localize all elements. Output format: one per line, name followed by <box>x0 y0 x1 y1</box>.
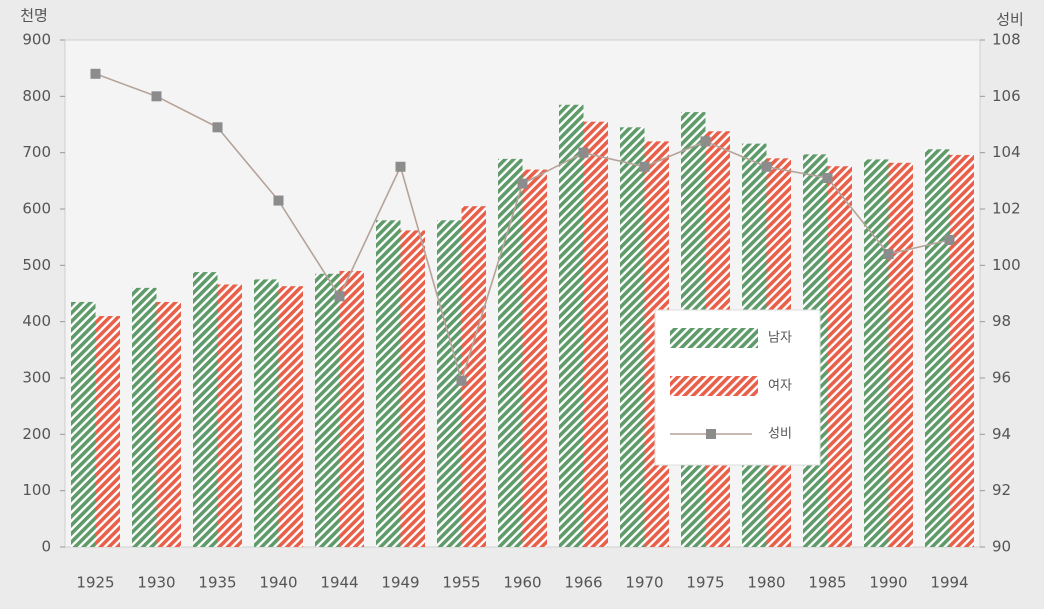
bar <box>620 127 645 548</box>
y2-tick-label: 106 <box>992 87 1021 105</box>
bar <box>498 158 523 547</box>
x-tick-label: 1944 <box>320 574 358 592</box>
ratio-marker <box>639 161 650 172</box>
y-tick-label: 700 <box>22 143 51 161</box>
x-tick-label: 1966 <box>564 574 602 592</box>
bar <box>217 284 242 547</box>
y2-tick-label: 98 <box>992 312 1011 330</box>
x-tick-label: 1980 <box>747 574 785 592</box>
y-tick-label: 600 <box>22 200 51 218</box>
ratio-marker <box>456 375 467 386</box>
ratio-marker <box>761 161 772 172</box>
bar <box>315 273 340 547</box>
x-tick-label: 1930 <box>137 574 175 592</box>
bar <box>522 169 547 548</box>
legend-label: 남자 <box>768 331 792 346</box>
x-tick-label: 1925 <box>76 574 114 592</box>
ratio-marker <box>334 291 345 302</box>
bar <box>254 279 279 547</box>
x-tick-label: 1975 <box>686 574 724 592</box>
bar <box>864 159 889 547</box>
bar <box>559 104 584 548</box>
bar <box>156 301 181 547</box>
bar <box>827 166 852 548</box>
ratio-marker <box>944 234 955 245</box>
y-axis-label: 천명 <box>20 7 48 25</box>
legend-label: 여자 <box>768 379 792 394</box>
y2-tick-label: 102 <box>992 200 1021 218</box>
bar <box>95 316 120 547</box>
ratio-marker <box>578 147 589 158</box>
ratio-marker <box>273 195 284 206</box>
y2-tick-label: 104 <box>992 143 1021 161</box>
y-tick-label: 300 <box>22 369 51 387</box>
y-tick-label: 200 <box>22 425 51 443</box>
y2-axis-label: 성비 <box>996 11 1024 29</box>
bar <box>278 286 303 547</box>
ratio-marker <box>90 68 101 79</box>
x-tick-label: 1985 <box>808 574 846 592</box>
y2-tick-label: 108 <box>992 31 1021 49</box>
y2-tick-label: 100 <box>992 256 1021 274</box>
ratio-marker <box>395 161 406 172</box>
ratio-marker <box>822 173 833 184</box>
legend-swatch <box>670 376 758 396</box>
x-tick-label: 1970 <box>625 574 663 592</box>
bar <box>71 301 96 547</box>
x-tick-label: 1960 <box>503 574 541 592</box>
x-tick-label: 1990 <box>869 574 907 592</box>
bar <box>376 220 401 547</box>
bar <box>583 121 608 547</box>
legend-swatch <box>670 328 758 348</box>
x-tick-label: 1955 <box>442 574 480 592</box>
bar <box>193 272 218 547</box>
ratio-marker <box>151 91 162 102</box>
y-tick-label: 400 <box>22 312 51 330</box>
x-tick-label: 1935 <box>198 574 236 592</box>
y2-tick-label: 96 <box>992 369 1011 387</box>
legend-label: 성비 <box>768 427 792 442</box>
bar <box>339 270 364 547</box>
ratio-marker <box>517 178 528 189</box>
ratio-marker <box>883 249 894 260</box>
ratio-marker <box>700 136 711 147</box>
x-tick-label: 1994 <box>930 574 968 592</box>
y-tick-label: 900 <box>22 31 51 49</box>
y2-tick-label: 94 <box>992 425 1011 443</box>
y-tick-label: 0 <box>41 538 51 556</box>
y-tick-label: 800 <box>22 87 51 105</box>
ratio-marker <box>212 122 223 133</box>
bar <box>132 287 157 547</box>
y2-tick-label: 90 <box>992 538 1011 556</box>
y-tick-label: 500 <box>22 256 51 274</box>
y-tick-label: 100 <box>22 481 51 499</box>
legend-marker <box>706 429 716 439</box>
bar <box>949 154 974 548</box>
x-tick-label: 1949 <box>381 574 419 592</box>
bar <box>400 230 425 547</box>
y2-tick-label: 92 <box>992 481 1011 499</box>
bar <box>925 149 950 547</box>
bar <box>888 162 913 547</box>
x-tick-label: 1940 <box>259 574 297 592</box>
